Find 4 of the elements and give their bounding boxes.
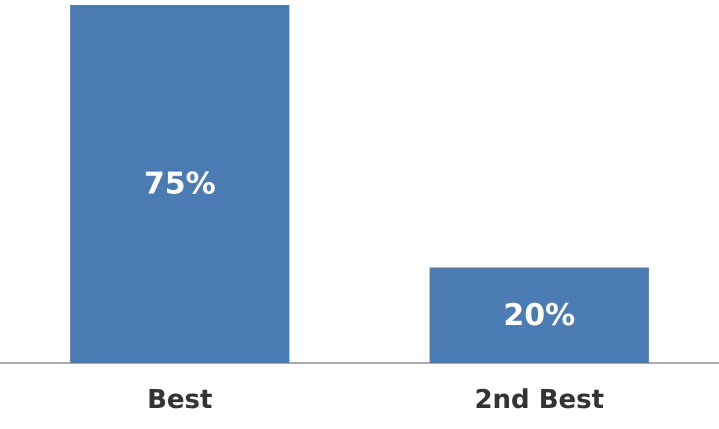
x-tick-label: 2nd Best	[474, 385, 604, 415]
data-label: 75%	[144, 166, 216, 202]
data-label: 20%	[503, 298, 576, 333]
x-tick-label: Best	[147, 385, 212, 415]
